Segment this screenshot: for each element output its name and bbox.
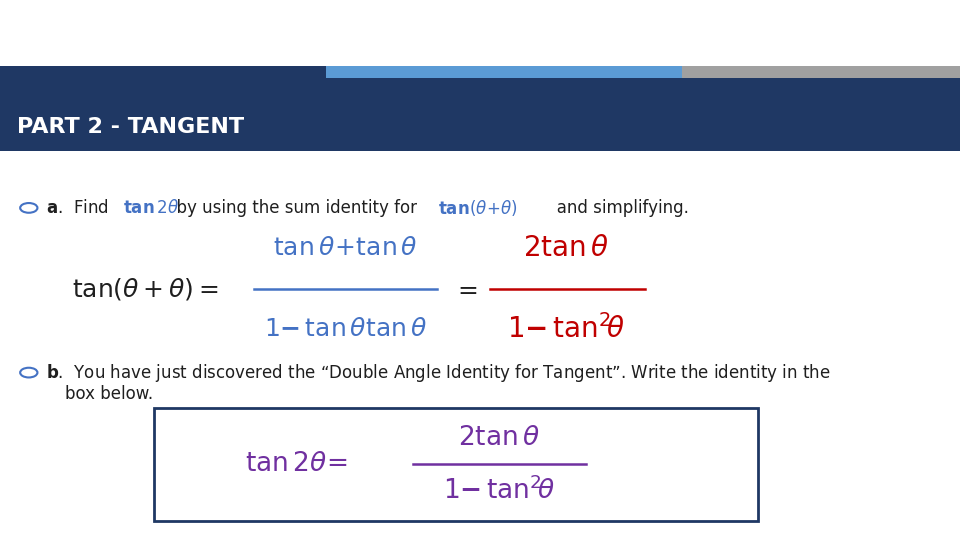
Text: $1\mathbf{-}\,\mathrm{tan}^2\!\theta$: $1\mathbf{-}\,\mathrm{tan}^2\!\theta$ bbox=[507, 314, 626, 345]
Text: $\mathrm{tan}\,\theta\!+\!\mathrm{tan}\,\theta$: $\mathrm{tan}\,\theta\!+\!\mathrm{tan}\,… bbox=[274, 237, 418, 260]
Text: box below.: box below. bbox=[65, 385, 154, 403]
Text: $2\mathrm{tan}\,\theta$: $2\mathrm{tan}\,\theta$ bbox=[458, 426, 540, 451]
Text: $\mathbf{tan}\,2\theta$: $\mathbf{tan}\,2\theta$ bbox=[123, 199, 179, 217]
Text: $\mathrm{tan}\,2\theta\!=$: $\mathrm{tan}\,2\theta\!=$ bbox=[245, 451, 348, 477]
Text: by using the sum identity for: by using the sum identity for bbox=[166, 199, 417, 217]
Text: and simplifying.: and simplifying. bbox=[541, 199, 689, 217]
Bar bbox=[326, 66, 682, 78]
Bar bbox=[0, 68, 960, 151]
Text: $\mathbf{b}$.  You have just discovered the “Double Angle Identity for Tangent”.: $\mathbf{b}$. You have just discovered t… bbox=[46, 362, 830, 383]
Text: $2\mathrm{tan}\,\theta$: $2\mathrm{tan}\,\theta$ bbox=[523, 234, 610, 262]
Text: $\mathrm{tan}(\theta+\theta)=$: $\mathrm{tan}(\theta+\theta)=$ bbox=[72, 276, 219, 302]
Bar bbox=[154, 408, 758, 521]
Text: PART 2 - TANGENT: PART 2 - TANGENT bbox=[17, 117, 245, 137]
Text: $\mathbf{a}$.  Find: $\mathbf{a}$. Find bbox=[46, 199, 108, 217]
Bar bbox=[0, 66, 326, 78]
Text: $1\mathbf{-}\,\mathrm{tan}^2\!\theta$: $1\mathbf{-}\,\mathrm{tan}^2\!\theta$ bbox=[443, 476, 556, 504]
Text: $=$: $=$ bbox=[453, 277, 478, 301]
Bar bbox=[682, 66, 960, 78]
Text: $\mathbf{tan}(\theta\!+\!\theta)$: $\mathbf{tan}(\theta\!+\!\theta)$ bbox=[438, 198, 517, 218]
Text: $1\mathbf{-}\,\mathrm{tan}\,\theta\mathrm{tan}\,\theta$: $1\mathbf{-}\,\mathrm{tan}\,\theta\mathr… bbox=[264, 318, 427, 341]
